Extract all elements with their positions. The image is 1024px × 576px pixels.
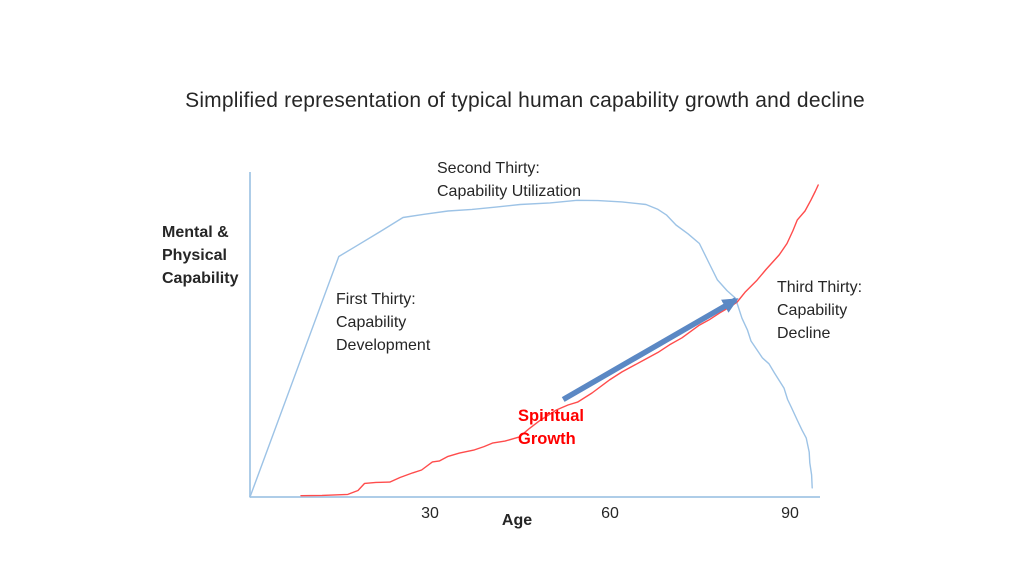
annotation-line: Capability Utilization — [437, 183, 582, 200]
x-tick-60: 60 — [601, 505, 619, 522]
spiritual-growth-label-line: Spiritual — [518, 407, 585, 425]
annotation-line: Second Thirty: — [437, 160, 540, 177]
x-axis-label: Age — [501, 512, 533, 529]
annotation-line: First Thirty: — [336, 291, 416, 308]
annotation-first-thirty: First Thirty: Capability Development — [336, 288, 430, 357]
spiritual-growth-curve — [300, 184, 819, 497]
annotation-line: Development — [336, 337, 431, 354]
y-axis-label: Mental & Physical Capability — [162, 221, 238, 290]
annotation-line: Capability — [777, 302, 848, 319]
capability-curve — [249, 199, 813, 498]
annotation-second-thirty: Second Thirty: Capability Utilization — [437, 157, 581, 203]
growth-arrow — [561, 297, 739, 402]
annotation-line: Decline — [777, 325, 831, 342]
y-axis-label-line: Physical — [162, 247, 227, 264]
annotation-third-thirty: Third Thirty: Capability Decline — [777, 276, 862, 345]
annotation-line: Third Thirty: — [777, 279, 863, 296]
spiritual-growth-label: Spiritual Growth — [518, 405, 584, 451]
x-tick-30: 30 — [421, 505, 439, 522]
x-tick-90: 90 — [781, 505, 799, 522]
y-axis-label-line: Mental & — [162, 224, 229, 241]
annotation-line: Capability — [336, 314, 407, 331]
slide-title: Simplified representation of typical hum… — [185, 89, 865, 112]
spiritual-growth-label-line: Growth — [518, 430, 576, 448]
y-axis-label-line: Capability — [162, 270, 239, 287]
